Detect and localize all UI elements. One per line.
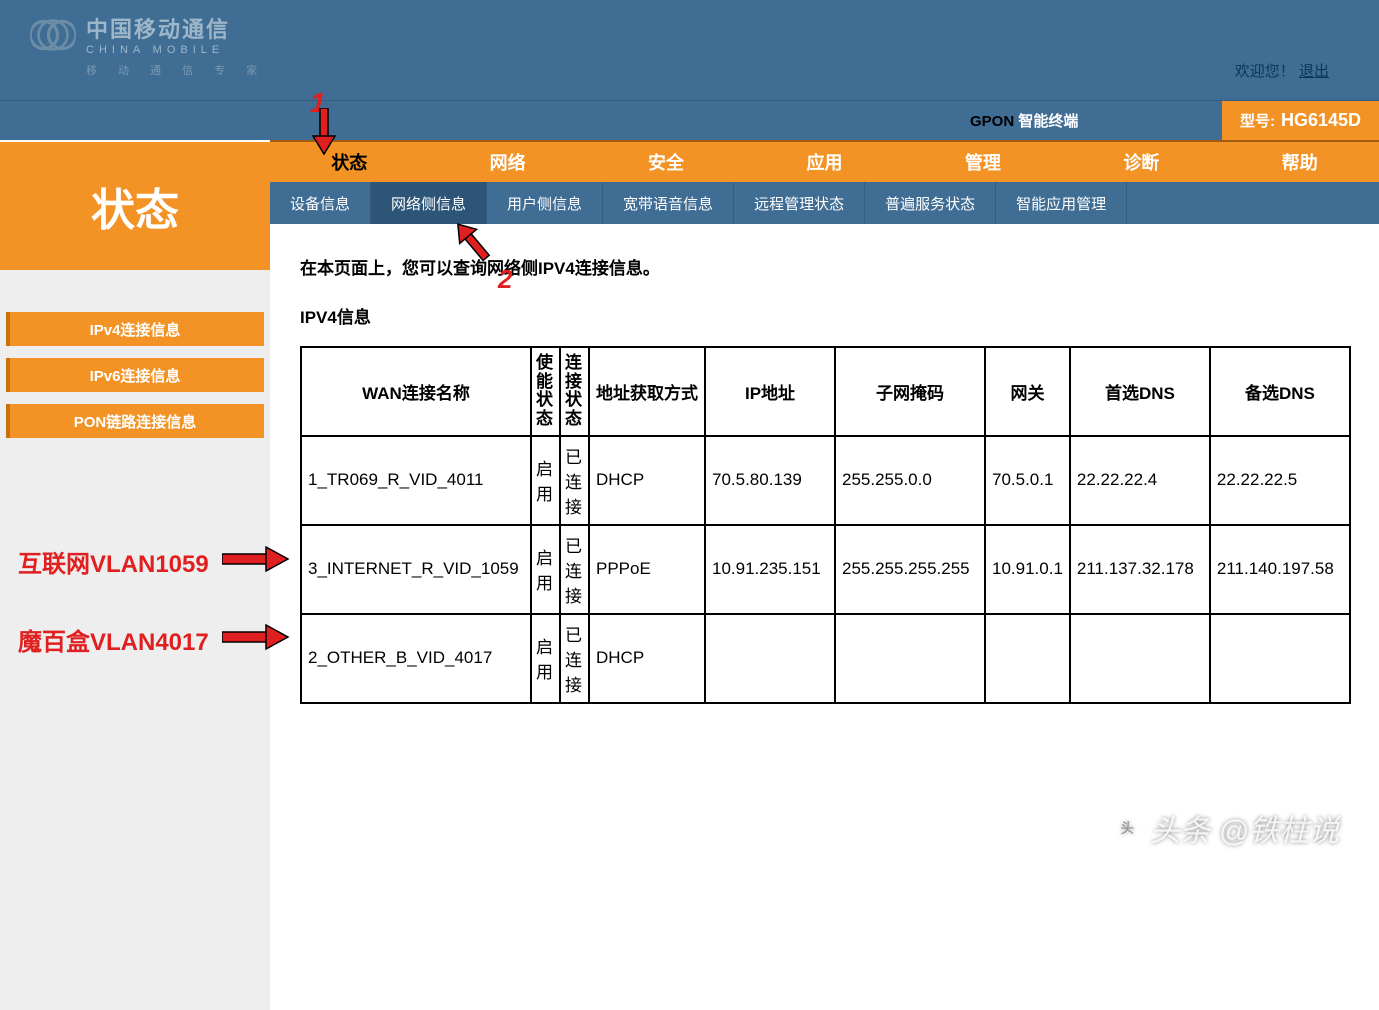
table-cell: DHCP bbox=[589, 614, 705, 703]
section-title: IPV4信息 bbox=[300, 303, 1359, 328]
device-type-label: GPON 智能终端 bbox=[970, 110, 1078, 131]
nav-sub-remote[interactable]: 远程管理状态 bbox=[734, 182, 865, 224]
model-box: 型号: HG6145D bbox=[1222, 101, 1379, 141]
watermark: 头 头条 @铁柱说 bbox=[1112, 806, 1339, 850]
content-area: 在本页面上，您可以查询网络侧IPV4连接信息。 IPV4信息 WAN连接名称 使… bbox=[270, 224, 1379, 744]
table-cell: 70.5.0.1 bbox=[985, 436, 1070, 525]
th-ip: IP地址 bbox=[705, 347, 835, 436]
nav-sub-voip[interactable]: 宽带语音信息 bbox=[603, 182, 734, 224]
table-cell: 启用 bbox=[531, 436, 560, 525]
table-cell: 2_OTHER_B_VID_4017 bbox=[301, 614, 531, 703]
th-addr-mode: 地址获取方式 bbox=[589, 347, 705, 436]
th-enable: 使能状态 bbox=[531, 347, 560, 436]
logo-line2: CHINA MOBILE bbox=[86, 44, 266, 56]
top-banner: 中国移动通信 CHINA MOBILE 移 动 通 信 专 家 欢迎您！ 退出 bbox=[0, 0, 1379, 100]
table-cell: 211.137.32.178 bbox=[1070, 525, 1210, 614]
table-cell: 1_TR069_R_VID_4011 bbox=[301, 436, 531, 525]
table-cell: 211.140.197.58 bbox=[1210, 525, 1350, 614]
th-wan-name: WAN连接名称 bbox=[301, 347, 531, 436]
table-cell: 3_INTERNET_R_VID_1059 bbox=[301, 525, 531, 614]
nav-sub-lan[interactable]: 用户侧信息 bbox=[487, 182, 603, 224]
table-cell bbox=[1070, 614, 1210, 703]
th-gateway: 网关 bbox=[985, 347, 1070, 436]
nav-main-security[interactable]: 安全 bbox=[587, 142, 745, 182]
nav-sub-service[interactable]: 普遍服务状态 bbox=[865, 182, 996, 224]
table-cell: 22.22.22.4 bbox=[1070, 436, 1210, 525]
table-cell: 10.91.0.1 bbox=[985, 525, 1070, 614]
nav-sub-smart[interactable]: 智能应用管理 bbox=[996, 182, 1127, 224]
table-cell: DHCP bbox=[589, 436, 705, 525]
page-title: 状态 bbox=[0, 140, 270, 270]
watermark-icon: 头 bbox=[1112, 813, 1142, 843]
th-conn-state: 连接状态 bbox=[560, 347, 589, 436]
nav-main-status[interactable]: 状态 bbox=[270, 142, 428, 182]
table-cell: 启用 bbox=[531, 614, 560, 703]
watermark-text: 头条 @铁柱说 bbox=[1150, 806, 1339, 850]
table-cell bbox=[1210, 614, 1350, 703]
nav-main: 状态 网络 安全 应用 管理 诊断 帮助 bbox=[270, 140, 1379, 182]
table-cell: PPPoE bbox=[589, 525, 705, 614]
table-cell: 255.255.0.0 bbox=[835, 436, 985, 525]
table-cell: 已连接 bbox=[560, 436, 589, 525]
welcome-text: 欢迎您！ bbox=[1235, 63, 1295, 80]
nav-main-network[interactable]: 网络 bbox=[428, 142, 586, 182]
table-cell: 22.22.22.5 bbox=[1210, 436, 1350, 525]
table-row: 2_OTHER_B_VID_4017启用已连接DHCP bbox=[301, 614, 1350, 703]
nav-main-help[interactable]: 帮助 bbox=[1221, 142, 1379, 182]
welcome-block: 欢迎您！ 退出 bbox=[1235, 60, 1329, 81]
table-cell: 启用 bbox=[531, 525, 560, 614]
nav-sub: 设备信息 网络侧信息 用户侧信息 宽带语音信息 远程管理状态 普遍服务状态 智能… bbox=[270, 182, 1379, 224]
page-description: 在本页面上，您可以查询网络侧IPV4连接信息。 bbox=[300, 254, 1359, 279]
model-label: 型号: bbox=[1240, 110, 1275, 131]
nav-sub-wan[interactable]: 网络侧信息 bbox=[371, 182, 487, 224]
th-mask: 子网掩码 bbox=[835, 347, 985, 436]
table-cell bbox=[835, 614, 985, 703]
nav-main-manage[interactable]: 管理 bbox=[904, 142, 1062, 182]
nav-main-diagnose[interactable]: 诊断 bbox=[1062, 142, 1220, 182]
table-cell: 70.5.80.139 bbox=[705, 436, 835, 525]
th-dns2: 备选DNS bbox=[1210, 347, 1350, 436]
logo-tagline: 移 动 通 信 专 家 bbox=[86, 62, 266, 78]
table-cell bbox=[705, 614, 835, 703]
table-row: 3_INTERNET_R_VID_1059启用已连接PPPoE10.91.235… bbox=[301, 525, 1350, 614]
nav-sub-device[interactable]: 设备信息 bbox=[270, 182, 371, 224]
logo-block: 中国移动通信 CHINA MOBILE 移 动 通 信 专 家 bbox=[30, 12, 266, 78]
ipv4-table: WAN连接名称 使能状态 连接状态 地址获取方式 IP地址 子网掩码 网关 首选… bbox=[300, 346, 1351, 704]
nav-main-app[interactable]: 应用 bbox=[745, 142, 903, 182]
table-row: 1_TR069_R_VID_4011启用已连接DHCP70.5.80.13925… bbox=[301, 436, 1350, 525]
logo-line1: 中国移动通信 bbox=[86, 12, 266, 44]
model-value: HG6145D bbox=[1281, 110, 1361, 131]
table-cell: 255.255.255.255 bbox=[835, 525, 985, 614]
sidebar-item-ipv4[interactable]: IPv4连接信息 bbox=[6, 312, 264, 346]
sidebar-item-ipv6[interactable]: IPv6连接信息 bbox=[6, 358, 264, 392]
table-cell: 已连接 bbox=[560, 525, 589, 614]
th-dns1: 首选DNS bbox=[1070, 347, 1210, 436]
logo-mark-icon bbox=[30, 12, 76, 58]
sidebar-item-pon[interactable]: PON链路连接信息 bbox=[6, 404, 264, 438]
table-cell bbox=[985, 614, 1070, 703]
logout-link[interactable]: 退出 bbox=[1299, 63, 1329, 80]
model-bar: GPON 智能终端 型号: HG6145D bbox=[0, 100, 1379, 140]
table-cell: 10.91.235.151 bbox=[705, 525, 835, 614]
left-menu: IPv4连接信息 IPv6连接信息 PON链路连接信息 bbox=[0, 270, 270, 1010]
table-cell: 已连接 bbox=[560, 614, 589, 703]
